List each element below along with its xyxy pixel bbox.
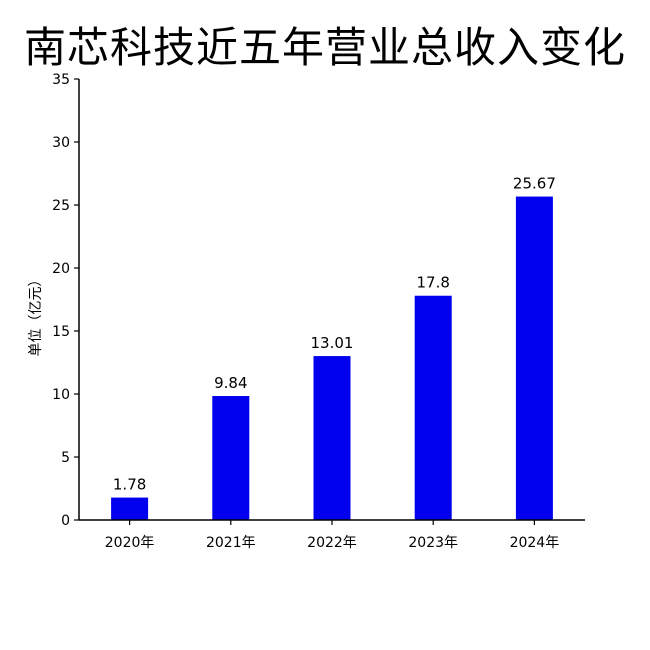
y-tick-label: 25 — [52, 198, 70, 214]
bar-value-label: 17.8 — [416, 274, 449, 292]
data-labels: 1.78 9.84 13.01 17.8 25.67 — [113, 175, 556, 494]
y-axis-ticks: 0 5 10 15 20 25 30 35 — [52, 72, 79, 529]
bars — [111, 196, 553, 521]
y-tick-label: 15 — [52, 324, 70, 340]
x-tick-label: 2024年 — [510, 535, 560, 551]
x-axis-ticks: 2020年 2021年 2022年 2023年 2024年 — [105, 520, 559, 551]
bar — [414, 295, 452, 520]
bar — [515, 196, 553, 521]
y-tick-label: 20 — [52, 261, 70, 277]
x-tick-label: 2022年 — [307, 535, 357, 551]
bar-value-label: 25.67 — [513, 175, 556, 193]
bar — [111, 497, 149, 520]
y-tick-label: 5 — [61, 450, 70, 466]
bar-value-label: 1.78 — [113, 476, 146, 494]
y-tick-label: 10 — [52, 387, 70, 403]
x-tick-label: 2023年 — [408, 535, 458, 551]
bar — [212, 396, 250, 520]
chart-title: 南芯科技近五年营业总收入变化 — [23, 23, 626, 72]
y-tick-label: 35 — [52, 72, 70, 88]
x-tick-label: 2021年 — [206, 535, 256, 551]
bar-value-label: 13.01 — [311, 334, 354, 352]
y-tick-label: 30 — [52, 135, 70, 151]
y-tick-label: 0 — [61, 513, 70, 529]
bar — [313, 356, 351, 520]
x-tick-label: 2020年 — [105, 535, 155, 551]
y-axis-title: 单位（亿元） — [28, 273, 44, 357]
bar-value-label: 9.84 — [214, 374, 247, 392]
